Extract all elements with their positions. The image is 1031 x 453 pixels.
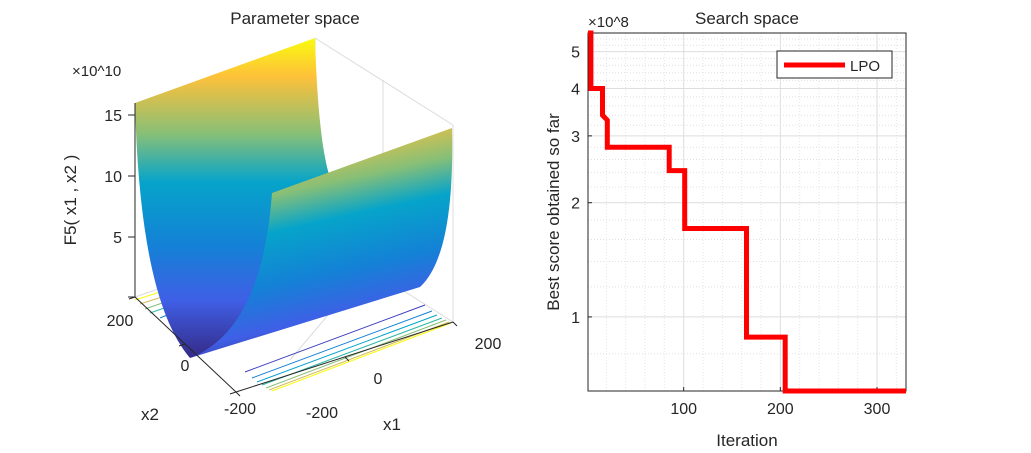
z-axis-label: F5( x1 , x2 ) [61, 155, 80, 246]
x-tick-label: -200 [306, 405, 338, 422]
x-tick-label: 100 [670, 401, 697, 418]
plot-area-frame [587, 32, 907, 392]
y-tick-label: 3 [571, 129, 580, 146]
surface-plot: Parameter space ×10^10 15 10 5 F5( x1 , … [61, 9, 501, 434]
x-axis-label: x1 [383, 415, 401, 434]
y-tick-label: 1 [571, 310, 580, 327]
convergence-plot: 100 200 300 1 2 3 4 5 Search space ×10^8 Best s… [544, 9, 907, 450]
y-tick-label: 2 [571, 196, 580, 213]
series-lpo-line [588, 30, 906, 394]
y-tick-label: 5 [571, 45, 580, 62]
z-tick-label: 10 [104, 169, 122, 186]
x-tick-label: 200 [767, 401, 794, 418]
x-tick-label: 300 [864, 401, 891, 418]
axes-lines [128, 103, 458, 397]
surface-front-wall [190, 128, 453, 358]
y-tick-label: 200 [107, 313, 134, 330]
y-tick-label: -200 [224, 401, 256, 418]
z-tick-label: 15 [104, 108, 122, 125]
legend-label: LPO [850, 58, 880, 75]
y-tick-label: 0 [181, 358, 190, 375]
x-axis-label: Iteration [716, 431, 777, 450]
ticks: 100 200 300 1 2 3 4 5 [571, 45, 890, 418]
surface-title: Parameter space [230, 9, 359, 28]
y-tick-label: 4 [571, 81, 580, 98]
y-axis-label: x2 [141, 405, 159, 424]
y-exponent: ×10^8 [588, 14, 629, 31]
z-exponent: ×10^10 [72, 63, 121, 80]
x-tick-label: 0 [374, 371, 383, 388]
legend: LPO [776, 50, 893, 79]
convergence-title: Search space [695, 9, 799, 28]
z-tick-label: 5 [113, 230, 122, 247]
y-axis-label: Best score obtained so far [544, 113, 563, 311]
x-tick-label: 200 [475, 336, 502, 353]
